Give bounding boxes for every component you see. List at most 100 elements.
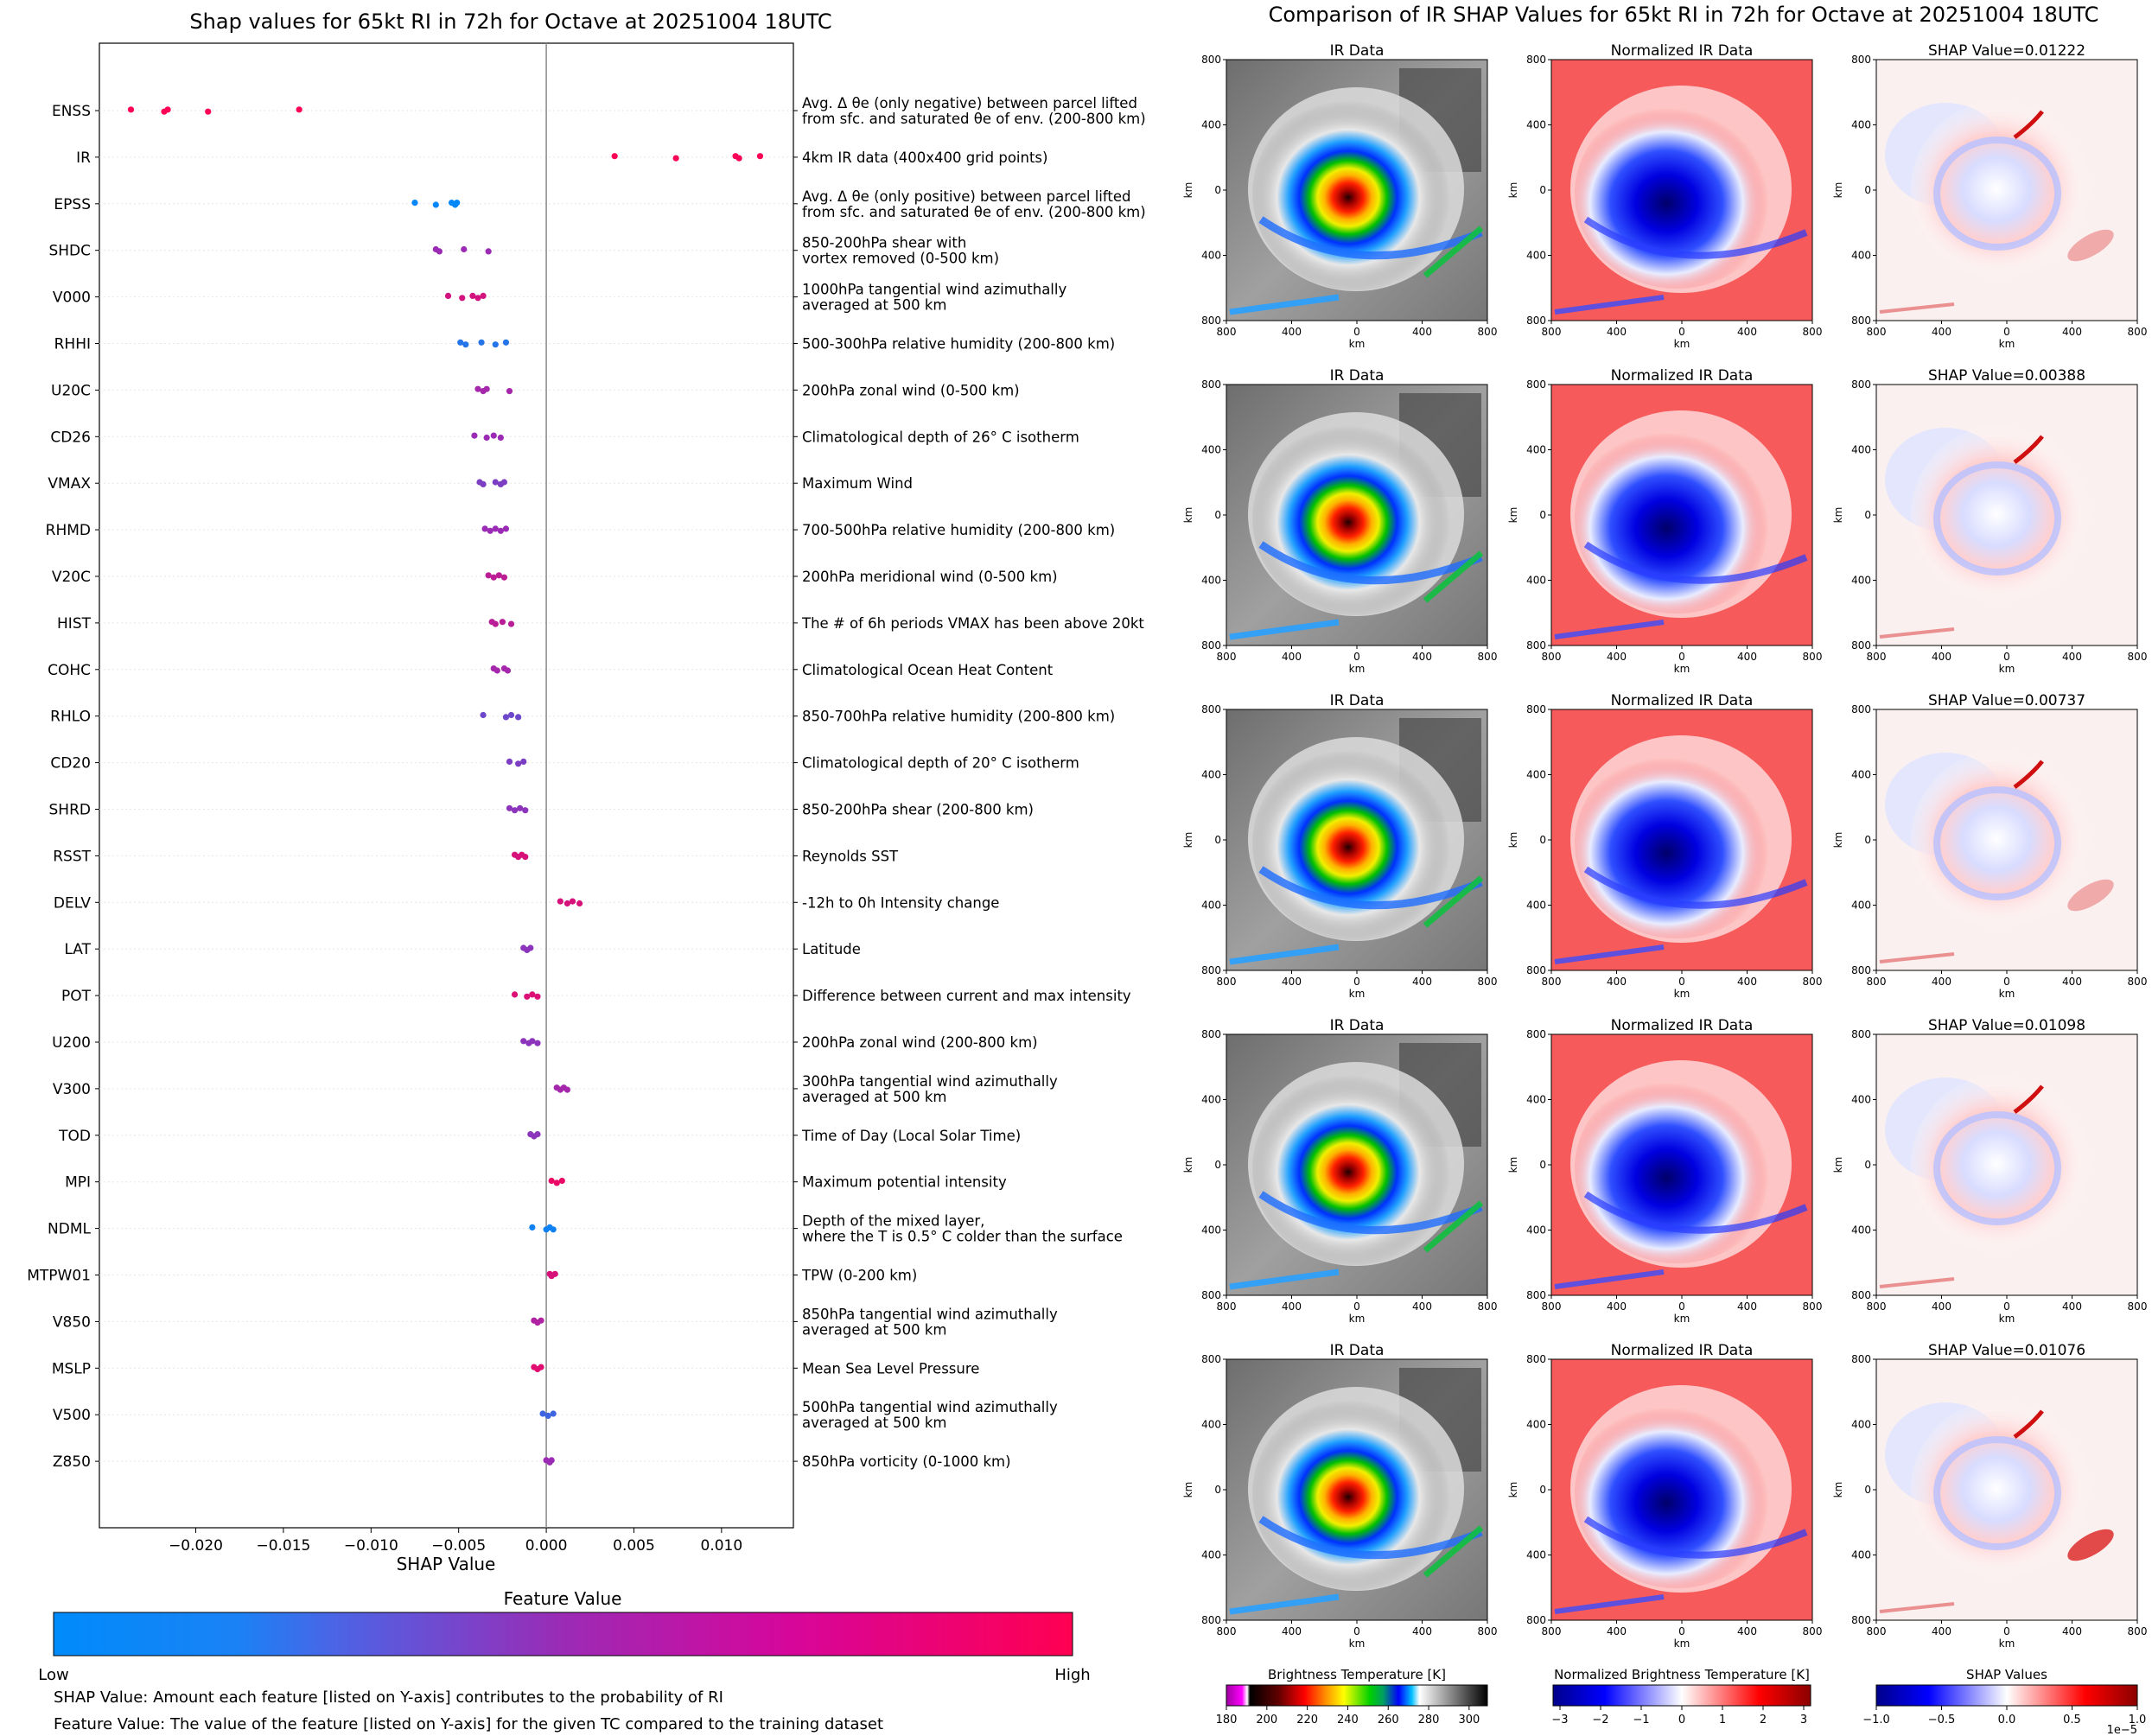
shap-point	[493, 667, 500, 674]
ir-rainband	[1258, 1191, 1483, 1235]
norm-rainband-2	[1554, 1594, 1665, 1614]
shap-positive-band	[2067, 229, 2114, 262]
ir-storm	[1252, 1071, 1456, 1265]
panel-title: Normalized IR Data	[1611, 42, 1754, 60]
y-tick-label: 800	[1526, 54, 1546, 66]
feature-label: TOD	[58, 1128, 91, 1145]
shap-positive-band	[2067, 1529, 2114, 1561]
feature-description: 850hPa tangential wind azimuthally	[802, 1306, 1058, 1322]
shap-point	[471, 432, 478, 439]
y-tick-label: 400	[1526, 575, 1546, 587]
x-tick-label: 0	[1353, 326, 1360, 338]
shap-point	[502, 525, 510, 532]
y-tick-label: 400	[1201, 900, 1221, 912]
left-chart: Shap values for 65kt RI in 72h for Octav…	[27, 10, 1145, 1733]
y-tick-label: 800	[1201, 54, 1221, 66]
feature-description: 850-200hPa shear (200-800 km)	[802, 802, 1034, 818]
x-tick-label: 400	[2062, 1300, 2082, 1313]
y-tick-label: 0	[1864, 834, 1871, 846]
right-panel: Comparison of IR SHAP Values for 65kt RI…	[1182, 3, 2147, 1736]
ir-storm	[1252, 1396, 1456, 1590]
x-tick-label: 400	[1607, 651, 1627, 663]
cb-brightness-ticks: 180 200 220 240 260 280 300	[1216, 1706, 1480, 1726]
shap-point	[735, 155, 742, 162]
cb-shap-ticks: −1.0 −0.5 0.0 0.5 1.0	[1862, 1706, 2146, 1726]
y-tick-label: 800	[1851, 703, 1871, 715]
x-tick-label: 400	[1737, 1300, 1757, 1313]
shap-point	[548, 1457, 555, 1464]
x-tick-label: 0	[1353, 1300, 1360, 1313]
panel-title: SHAP Value=0.00737	[1928, 692, 2085, 709]
feature-description: Climatological depth of 20° C isotherm	[802, 755, 1079, 772]
feature-label: CD20	[50, 755, 91, 773]
feature-description: 850hPa vorticity (0-1000 km)	[802, 1453, 1011, 1470]
x-tick-label: 800	[1867, 326, 1887, 338]
shap-positive-streak	[2013, 760, 2044, 789]
x-tick-label: 400	[1737, 976, 1757, 988]
shap-point	[436, 248, 442, 255]
panel-title: IR Data	[1330, 1342, 1385, 1359]
x-tick-label: 400	[2062, 326, 2082, 338]
x-axis-label: km	[1674, 663, 1690, 675]
shap-low-band	[1879, 1277, 1955, 1288]
x-tick-label: 800	[1217, 651, 1237, 663]
shap-point	[485, 248, 492, 255]
panel-title: Normalized IR Data	[1611, 367, 1754, 385]
shap-point	[569, 898, 576, 905]
shap-point	[205, 108, 212, 115]
y-tick-label: 400	[1526, 900, 1546, 912]
feature-label: CD26	[50, 429, 91, 446]
feature-label: MTPW01	[27, 1268, 91, 1285]
y-axis-label: km	[1182, 832, 1194, 849]
y-tick-label: 800	[1201, 1028, 1221, 1040]
x-axis-label: km	[1999, 1637, 2015, 1650]
shap-point	[502, 339, 510, 346]
x-tick-label: 0.005	[613, 1537, 655, 1555]
shap-point	[164, 106, 171, 113]
y-tick-label: 0	[1539, 1159, 1546, 1171]
y-tick-label: 800	[1526, 378, 1546, 391]
feature-description: 200hPa meridional wind (0-500 km)	[802, 569, 1058, 585]
shap-point	[553, 1180, 560, 1186]
feature-description: Maximum Wind	[802, 475, 913, 492]
feature-description: 200hPa zonal wind (0-500 km)	[802, 382, 1020, 398]
shap-point	[524, 993, 531, 1000]
shap-low-band	[1879, 1602, 1955, 1613]
norm-rainband-2	[1554, 944, 1665, 964]
shap-point	[515, 714, 522, 721]
x-tick-label: 400	[1412, 651, 1432, 663]
cb-brightness-title: Brightness Temperature [K]	[1268, 1667, 1446, 1682]
x-tick-label: 800	[1478, 1625, 1498, 1637]
feature-label: COHC	[48, 662, 91, 679]
feature-description: averaged at 500 km	[802, 297, 946, 314]
feature-label: NDML	[48, 1221, 91, 1238]
shap-point	[534, 993, 541, 1000]
shap-point	[529, 991, 536, 998]
x-tick-label: 0	[1678, 1625, 1685, 1637]
note-shap-value: SHAP Value: Amount each feature [listed …	[54, 1688, 723, 1707]
feature-description: 850-200hPa shear with	[802, 235, 966, 251]
shap-point	[551, 1270, 558, 1277]
shap-point	[461, 245, 468, 253]
norm-rainband-2	[1554, 620, 1665, 639]
feature-description: Climatological depth of 26° C isotherm	[802, 429, 1079, 445]
ir-rainband-2	[1423, 226, 1484, 278]
y-axis-label: km	[1507, 1157, 1519, 1173]
panel-norm-1: Normalized IR Data8008004004000040040080…	[1507, 42, 1822, 350]
x-axis-label: km	[1999, 663, 2015, 675]
x-tick-label: 800	[1478, 651, 1498, 663]
x-tick-label: 400	[1932, 1300, 1951, 1313]
shap-point	[487, 527, 493, 534]
feature-label: SHRD	[49, 802, 91, 819]
shap-point	[558, 1177, 565, 1185]
x-axis-label: km	[1349, 1313, 1366, 1325]
shap-ring	[1933, 137, 2061, 251]
x-tick-label: 400	[1412, 1300, 1432, 1313]
shap-point	[538, 1364, 544, 1370]
y-tick-label: 400	[1201, 444, 1221, 456]
y-tick-label: 400	[1851, 575, 1871, 587]
x-tick-label: 800	[1478, 976, 1498, 988]
shap-point	[576, 900, 583, 907]
